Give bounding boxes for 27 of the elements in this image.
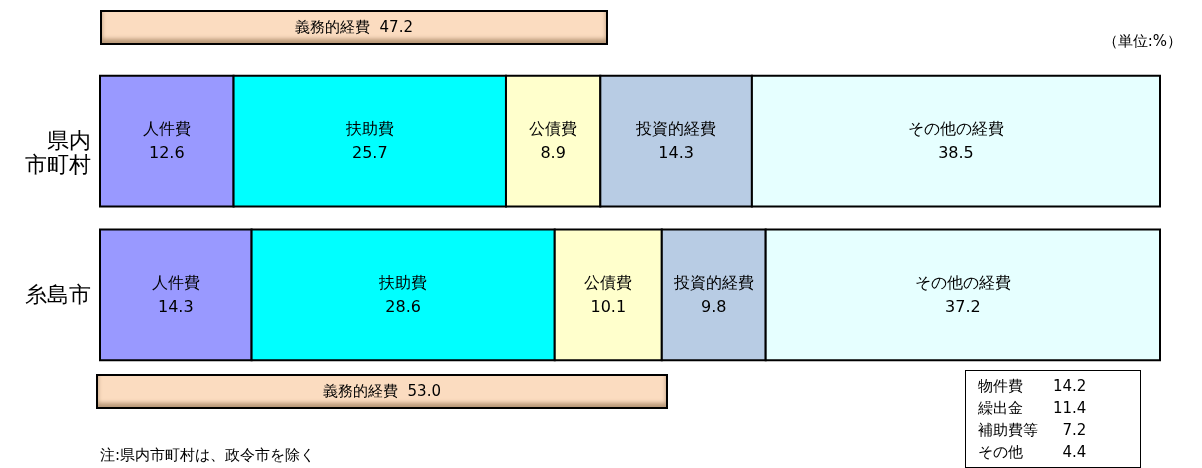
text: 物件費 14.2 繰出金 11.4 補助費等 7.2 その他 4.4	[965, 370, 1141, 468]
data-label: 12.6	[148, 143, 185, 163]
data-label: 8.9	[540, 143, 566, 163]
y-tick-label: 県内市町村	[24, 128, 91, 178]
text: 義務的経費 47.2	[100, 10, 608, 45]
data-label: 14.3	[157, 296, 194, 316]
data-label: 38.5	[938, 143, 974, 163]
text: その他の経費	[907, 119, 1004, 139]
data-label: 10.1	[590, 296, 627, 316]
series-label: その他の経費	[914, 272, 1011, 292]
data-label: 9.8	[701, 296, 727, 316]
data-label: 25.7	[351, 143, 388, 163]
text: 人件費	[151, 272, 200, 292]
data-label: 28.6	[385, 296, 421, 316]
series-label: 扶助費	[378, 272, 428, 292]
data-label: 37.2	[945, 296, 981, 316]
text: 注:県内市町村は、政令市を除く	[100, 446, 316, 465]
text: 義務的経費 53.0	[96, 374, 668, 409]
data-label: 14.3	[658, 143, 694, 163]
text: （単位:%）	[1102, 32, 1182, 51]
series-label: 公債費	[529, 119, 578, 139]
text: 扶助費	[345, 119, 394, 139]
text: 投資的経費	[636, 119, 717, 139]
series-label: 人件費	[142, 119, 191, 139]
text: 公債費	[584, 272, 633, 292]
series-label: 投資的経費	[672, 272, 754, 292]
y-tick-label: 糸島市	[24, 281, 91, 307]
